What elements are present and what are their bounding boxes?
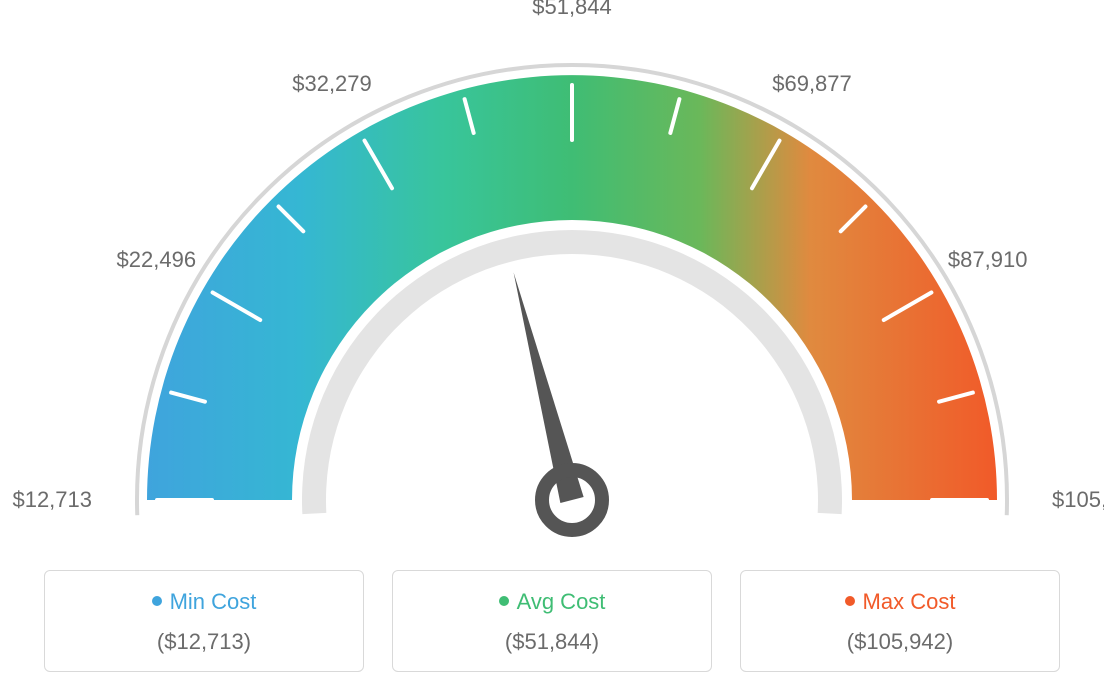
gauge-scale-label: $12,713 <box>12 487 92 513</box>
gauge-scale-label: $105,942 <box>1052 487 1104 513</box>
legend-card-avg: Avg Cost ($51,844) <box>392 570 712 672</box>
gauge-scale-label: $32,279 <box>292 71 372 97</box>
legend-label: Min Cost <box>170 589 257 614</box>
legend-card-min: Min Cost ($12,713) <box>44 570 364 672</box>
legend-value-min: ($12,713) <box>55 629 353 655</box>
legend-title-avg: Avg Cost <box>403 589 701 615</box>
gauge-scale-label: $87,910 <box>948 247 1028 273</box>
legend-value-max: ($105,942) <box>751 629 1049 655</box>
gauge-scale-label: $69,877 <box>772 71 852 97</box>
legend-title-max: Max Cost <box>751 589 1049 615</box>
legend-card-max: Max Cost ($105,942) <box>740 570 1060 672</box>
legend-value-avg: ($51,844) <box>403 629 701 655</box>
gauge-chart <box>20 20 1104 560</box>
gauge-scale-label: $51,844 <box>532 0 612 20</box>
legend-row: Min Cost ($12,713) Avg Cost ($51,844) Ma… <box>20 570 1084 672</box>
legend-title-min: Min Cost <box>55 589 353 615</box>
dot-icon <box>845 596 855 606</box>
legend-label: Avg Cost <box>517 589 606 614</box>
gauge-scale-label: $22,496 <box>117 247 197 273</box>
dot-icon <box>499 596 509 606</box>
dot-icon <box>152 596 162 606</box>
gauge-container: $12,713$22,496$32,279$51,844$69,877$87,9… <box>20 20 1084 560</box>
legend-label: Max Cost <box>863 589 956 614</box>
